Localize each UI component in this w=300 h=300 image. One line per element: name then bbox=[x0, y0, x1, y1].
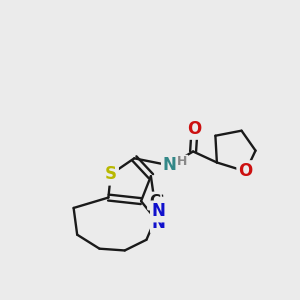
Text: H: H bbox=[177, 155, 188, 168]
Text: N: N bbox=[152, 202, 166, 220]
Text: N: N bbox=[163, 157, 177, 175]
Text: C: C bbox=[149, 194, 160, 208]
Text: S: S bbox=[105, 165, 117, 183]
Text: N: N bbox=[152, 214, 166, 232]
Text: O: O bbox=[188, 120, 202, 138]
Text: O: O bbox=[238, 162, 253, 180]
Text: C: C bbox=[152, 194, 164, 208]
Text: O: O bbox=[188, 120, 202, 138]
Text: N: N bbox=[163, 157, 177, 175]
Text: S: S bbox=[105, 165, 117, 183]
Text: O: O bbox=[238, 162, 253, 180]
